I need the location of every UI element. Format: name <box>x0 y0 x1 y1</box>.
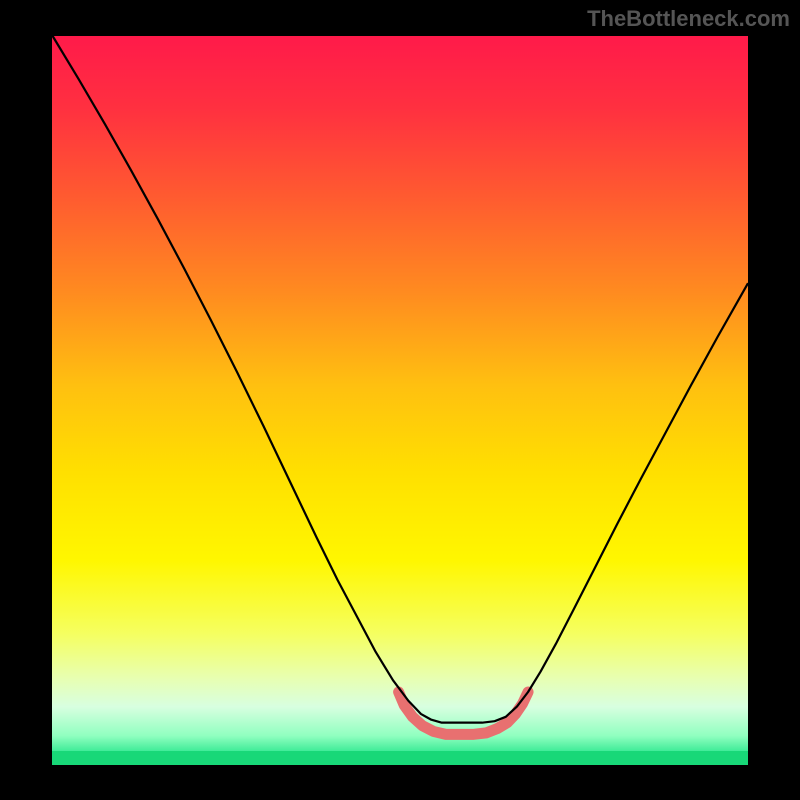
bottleneck-chart <box>0 0 800 800</box>
watermark-text: TheBottleneck.com <box>587 6 790 32</box>
chart-container: TheBottleneck.com <box>0 0 800 800</box>
